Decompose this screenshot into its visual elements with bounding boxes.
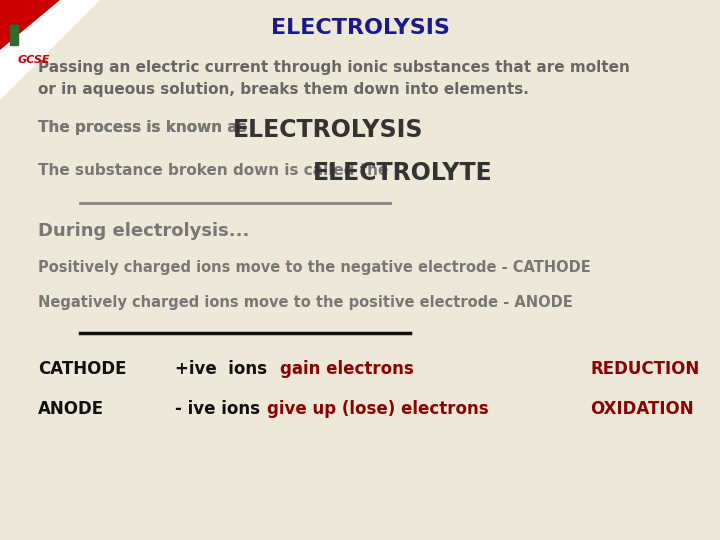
Polygon shape [0,0,100,100]
Text: The process is known as: The process is known as [38,120,252,135]
Text: Passing an electric current through ionic substances that are molten: Passing an electric current through ioni… [38,60,630,75]
Bar [10,25,18,45]
Polygon shape [0,0,60,50]
Text: Negatively charged ions move to the positive electrode - ANODE: Negatively charged ions move to the posi… [38,295,572,310]
Text: give up (lose) electrons: give up (lose) electrons [267,400,489,418]
Text: The process is known as: The process is known as [38,120,252,135]
Text: ELECTROLYSIS: ELECTROLYSIS [271,18,449,38]
Text: CATHODE: CATHODE [38,360,127,378]
Text: Positively charged ions move to the negative electrode - CATHODE: Positively charged ions move to the nega… [38,260,590,275]
Text: REDUCTION: REDUCTION [590,360,699,378]
Text: or in aqueous solution, breaks them down into elements.: or in aqueous solution, breaks them down… [38,82,529,97]
Text: ELECTROLYTE: ELECTROLYTE [313,161,492,185]
Text: gain electrons: gain electrons [280,360,414,378]
Text: - ive ions: - ive ions [175,400,266,418]
Text: OXIDATION: OXIDATION [590,400,693,418]
Text: GCSE: GCSE [18,55,50,65]
Text: ANODE: ANODE [38,400,104,418]
Text: ELECTROLYSIS: ELECTROLYSIS [233,118,423,142]
Text: During electrolysis...: During electrolysis... [38,222,249,240]
Text: The substance broken down is called the: The substance broken down is called the [38,163,394,178]
Text: +ive  ions: +ive ions [175,360,273,378]
